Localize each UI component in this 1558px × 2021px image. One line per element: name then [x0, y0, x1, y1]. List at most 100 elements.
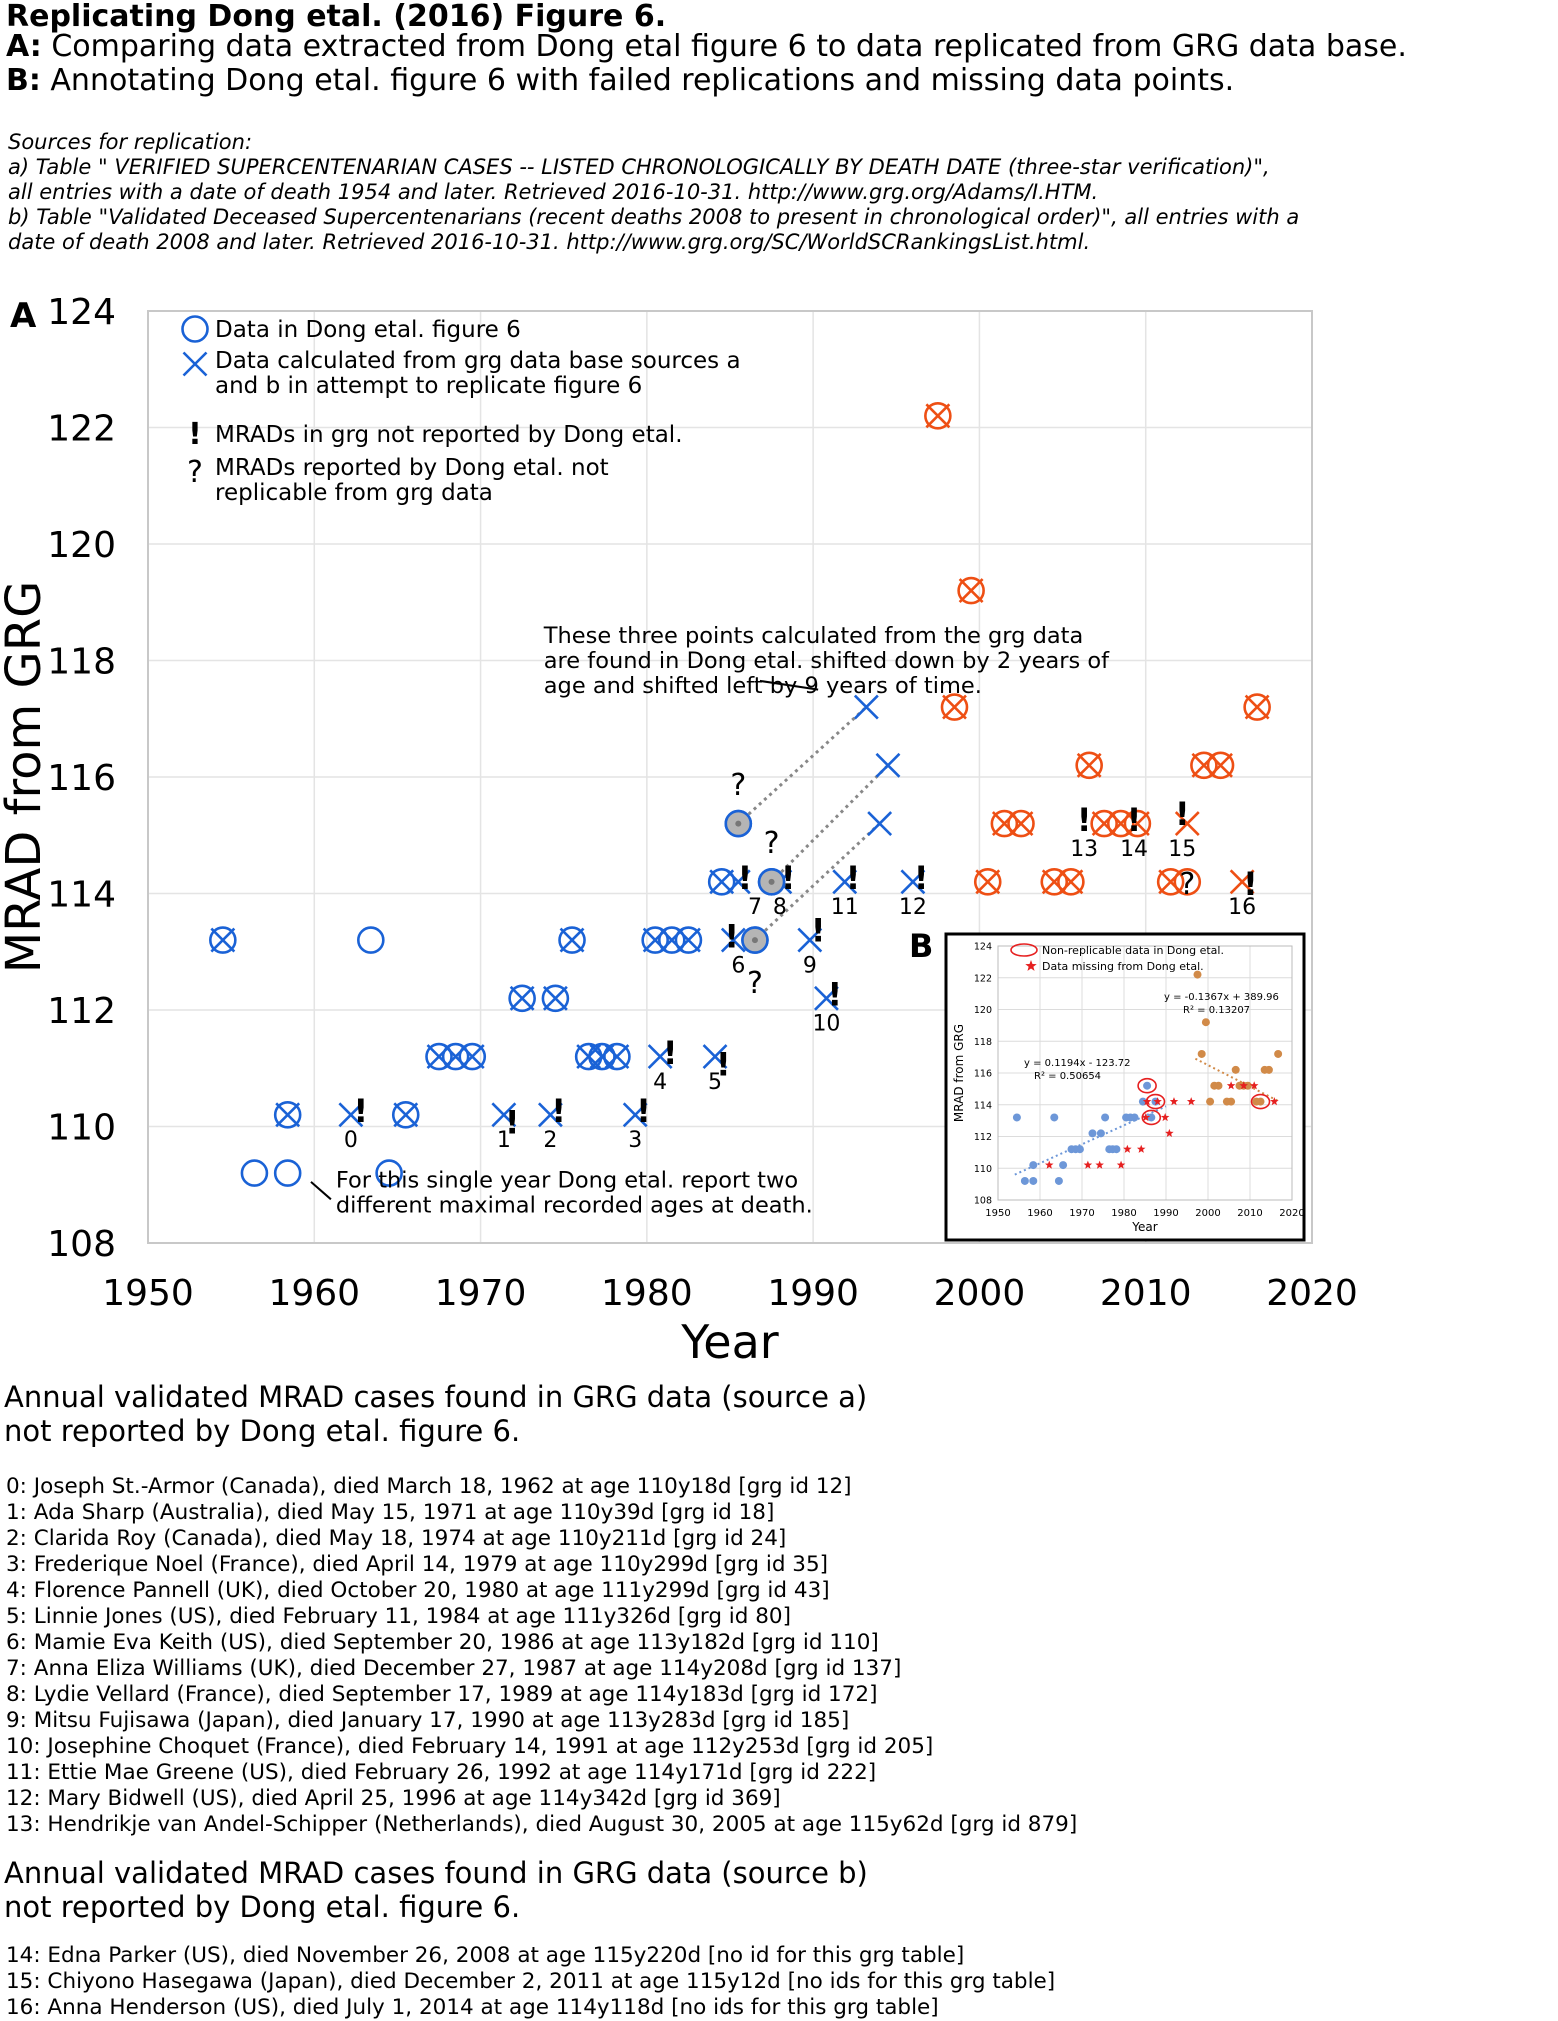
inset-legend-star-label: Data missing from Dong etal. [1042, 960, 1204, 973]
inset-star-point [1165, 1128, 1174, 1137]
inset-star-point [1083, 1160, 1093, 1169]
x-tick-label: 1950 [102, 1273, 194, 1314]
inset-oval-marker [1141, 1109, 1162, 1126]
list-item: 11: Ettie Mae Greene (US), died February… [6, 1760, 877, 1785]
y-axis-label: MRAD from GRG [0, 581, 52, 974]
legend-circle-marker [181, 315, 209, 343]
annotation-text: different maximal recorded ages at death… [336, 1193, 813, 1219]
inset-x-tick-label: 1950 [985, 1208, 1010, 1219]
blue-cross-point [210, 927, 236, 953]
inset-point [1029, 1176, 1038, 1185]
orange-circle-point [940, 693, 969, 721]
question-mark: ? [730, 768, 746, 803]
list-item: 6: Mamie Eva Keith (US), died September … [6, 1630, 879, 1655]
orange-cross-point [1124, 811, 1150, 837]
blue-circle-point [508, 984, 536, 1013]
blue-circle-point [603, 1042, 631, 1071]
section-a-title-line-1: Annual validated MRAD cases found in GRG… [4, 1380, 868, 1414]
list-item: 1: Ada Sharp (Australia), died May 15, 1… [6, 1500, 775, 1525]
orange-circle-point [1007, 809, 1035, 838]
inset-star-point [1239, 1081, 1248, 1090]
blue-circle-point [375, 1159, 403, 1187]
shifted-point-dot [751, 937, 758, 944]
blue-circle-point [674, 926, 703, 954]
inset-y-tick-label: 112 [974, 1132, 992, 1143]
blue-circle-point [657, 926, 686, 954]
orange-circle-point [973, 868, 1002, 896]
inset-point [1193, 970, 1202, 979]
figure-title: Replicating Dong etal. (2016) Figure 6. [6, 0, 667, 34]
blue-cross-point [393, 1102, 419, 1128]
legend-exclaim-label: MRADs in grg not reported by Dong etal. [215, 422, 683, 448]
list-item: 10: Josephine Choquet (France), died Feb… [6, 1734, 934, 1759]
inset-y-tick-label: 124 [974, 942, 992, 953]
orange-cross-point [1208, 752, 1233, 778]
y-tick-label: 112 [47, 991, 116, 1032]
inset-y-tick-label: 114 [974, 1100, 992, 1111]
blue-cross-point [459, 1044, 485, 1070]
inset-trend-eq: y = -0.1367x + 389.96 [1164, 992, 1279, 1003]
case-number-label: 13 [1070, 837, 1098, 862]
inset-point [1143, 1081, 1152, 1090]
list-item: 2: Clarida Roy (Canada), died May 18, 19… [6, 1526, 787, 1551]
blue-cross-point [275, 1102, 301, 1128]
orange-circle-point [924, 402, 952, 430]
blue-cross-point [338, 1102, 364, 1128]
header-line-a: A: Comparing data extracted from Dong et… [6, 29, 1407, 64]
question-mark: ? [1179, 867, 1195, 902]
panel-a-label: A [10, 296, 37, 336]
exclaim-mark: ! [636, 1092, 651, 1130]
blue-circle-point [240, 1159, 269, 1187]
blue-cross-point [702, 1044, 728, 1070]
orange-cross-point [1174, 811, 1200, 837]
orange-circle-point [1243, 693, 1271, 721]
case-number-label: 9 [803, 953, 817, 978]
inset-point [1231, 1065, 1240, 1074]
blue-circle-point [425, 1042, 453, 1071]
inset-trend-r2: R² = 0.50654 [1034, 1071, 1101, 1082]
section-a-list: 0: Joseph St.-Armor (Canada), died March… [6, 1474, 1077, 1838]
blue-cross-point [725, 869, 751, 895]
blue-circle-point [391, 1101, 420, 1129]
blue-cross-point [542, 985, 568, 1011]
case-number-label: 10 [812, 1012, 840, 1037]
inset-star-point [1249, 1081, 1259, 1090]
y-tick-label: 108 [47, 1224, 116, 1265]
inset-point [1243, 1081, 1252, 1090]
panel-b-label: B [909, 927, 933, 965]
blue-cross-point [604, 1044, 630, 1070]
legend-circle-label: Data in Dong etal. figure 6 [215, 317, 521, 343]
blue-circle-point [441, 1042, 470, 1071]
inset-point [1050, 1113, 1059, 1122]
orange-cross-point [958, 578, 984, 604]
legend-question-label: MRADs reported by Dong etal. not [215, 455, 609, 481]
shift-line [753, 822, 881, 942]
inset-plot-frame [997, 945, 1293, 1201]
chart-area: 1950 1960 1970 1980 1990 2000 2010 202010811011… [0, 292, 1358, 1369]
blue-cross-point [622, 1102, 648, 1128]
y-tick-label: 116 [47, 758, 116, 799]
blue-cross-point [814, 985, 839, 1011]
inset-point [1201, 1018, 1210, 1027]
exclaim-mark: ! [1077, 801, 1092, 839]
list-item: 9: Mitsu Fujisawa (Japan), died January … [6, 1708, 850, 1733]
shifted-point-dot [768, 878, 775, 885]
x-tick-label: 2010 [1100, 1273, 1192, 1314]
blue-circle-point [458, 1042, 487, 1071]
exclaim-mark: ! [738, 859, 753, 897]
orange-circle-point [957, 576, 985, 605]
x-tick-label: 1970 [435, 1273, 527, 1314]
exclaim-mark: ! [716, 1045, 731, 1083]
inset-y-tick-label: 120 [974, 1005, 992, 1016]
inset-oval-marker [1137, 1077, 1157, 1094]
inset-star-point [1160, 1112, 1170, 1122]
blue-cross-point [559, 927, 585, 953]
orange-circle-point [1173, 868, 1202, 896]
inset-point [1075, 1145, 1084, 1154]
legend-exclaim-marker: ! [188, 417, 202, 452]
blue-cross-point [853, 694, 879, 720]
legend-cross-label-2: and b in attempt to replicate figure 6 [215, 373, 642, 399]
orange-cross-point [1058, 869, 1084, 895]
inset-point [1029, 1161, 1038, 1170]
list-item: 15: Chiyono Hasegawa (Japan), died Decem… [6, 1969, 1056, 1994]
